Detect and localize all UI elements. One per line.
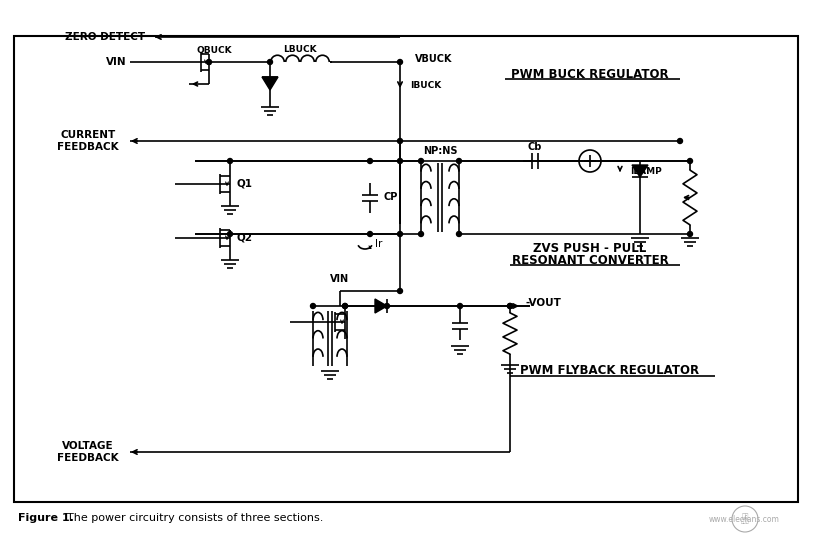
Text: VIN: VIN [330, 274, 350, 284]
Text: www.elecfans.com: www.elecfans.com [709, 515, 780, 524]
Circle shape [458, 303, 462, 309]
Circle shape [310, 303, 315, 309]
Text: CP: CP [384, 192, 399, 202]
Circle shape [687, 159, 693, 163]
Text: Ir: Ir [375, 239, 382, 249]
Text: VOLTAGE: VOLTAGE [62, 441, 114, 451]
Polygon shape [632, 165, 648, 177]
Text: NP:NS: NP:NS [422, 146, 458, 156]
Circle shape [227, 232, 233, 237]
Circle shape [385, 303, 390, 309]
Text: IBUCK: IBUCK [410, 82, 441, 90]
Text: Figure 1.: Figure 1. [18, 513, 74, 523]
Circle shape [398, 138, 403, 144]
Text: PWM FLYBACK REGULATOR: PWM FLYBACK REGULATOR [520, 365, 699, 378]
Text: VBUCK: VBUCK [415, 54, 453, 64]
Text: FEEDBACK: FEEDBACK [57, 142, 118, 152]
Circle shape [677, 138, 682, 144]
Circle shape [418, 159, 423, 163]
Text: The power circuitry consists of three sections.: The power circuitry consists of three se… [60, 513, 324, 523]
Circle shape [368, 232, 373, 237]
Bar [14, 36, 798, 502]
Circle shape [398, 59, 403, 65]
Text: ZVS PUSH - PULL: ZVS PUSH - PULL [534, 242, 646, 255]
Circle shape [227, 159, 233, 163]
Text: FEEDBACK: FEEDBACK [57, 453, 118, 463]
Polygon shape [262, 77, 278, 90]
Circle shape [398, 159, 403, 163]
Circle shape [507, 303, 512, 309]
Circle shape [398, 232, 403, 237]
Text: VIN: VIN [106, 57, 127, 67]
Circle shape [342, 303, 347, 309]
Circle shape [507, 303, 512, 309]
Circle shape [398, 288, 403, 294]
Text: Cb: Cb [528, 142, 542, 152]
Circle shape [207, 59, 212, 65]
Circle shape [457, 232, 462, 237]
Circle shape [368, 159, 373, 163]
Text: Q1: Q1 [237, 179, 253, 189]
Text: PWM BUCK REGULATOR: PWM BUCK REGULATOR [511, 67, 669, 81]
Polygon shape [375, 299, 387, 313]
Text: LBUCK: LBUCK [283, 44, 317, 53]
Text: Q2: Q2 [237, 233, 253, 243]
Text: ILAMP: ILAMP [630, 167, 662, 176]
Circle shape [418, 232, 423, 237]
Circle shape [457, 159, 462, 163]
Circle shape [342, 303, 347, 309]
Text: -VOUT: -VOUT [526, 298, 562, 308]
Text: CURRENT: CURRENT [60, 130, 116, 140]
Text: ZERO DETECT: ZERO DETECT [65, 32, 145, 42]
Text: RESONANT CONVERTER: RESONANT CONVERTER [511, 254, 668, 266]
Text: 电子: 电子 [741, 513, 748, 519]
Text: 发烧友: 发烧友 [741, 520, 749, 524]
Text: QBUCK: QBUCK [197, 45, 233, 54]
Circle shape [267, 59, 273, 65]
Circle shape [687, 232, 693, 237]
